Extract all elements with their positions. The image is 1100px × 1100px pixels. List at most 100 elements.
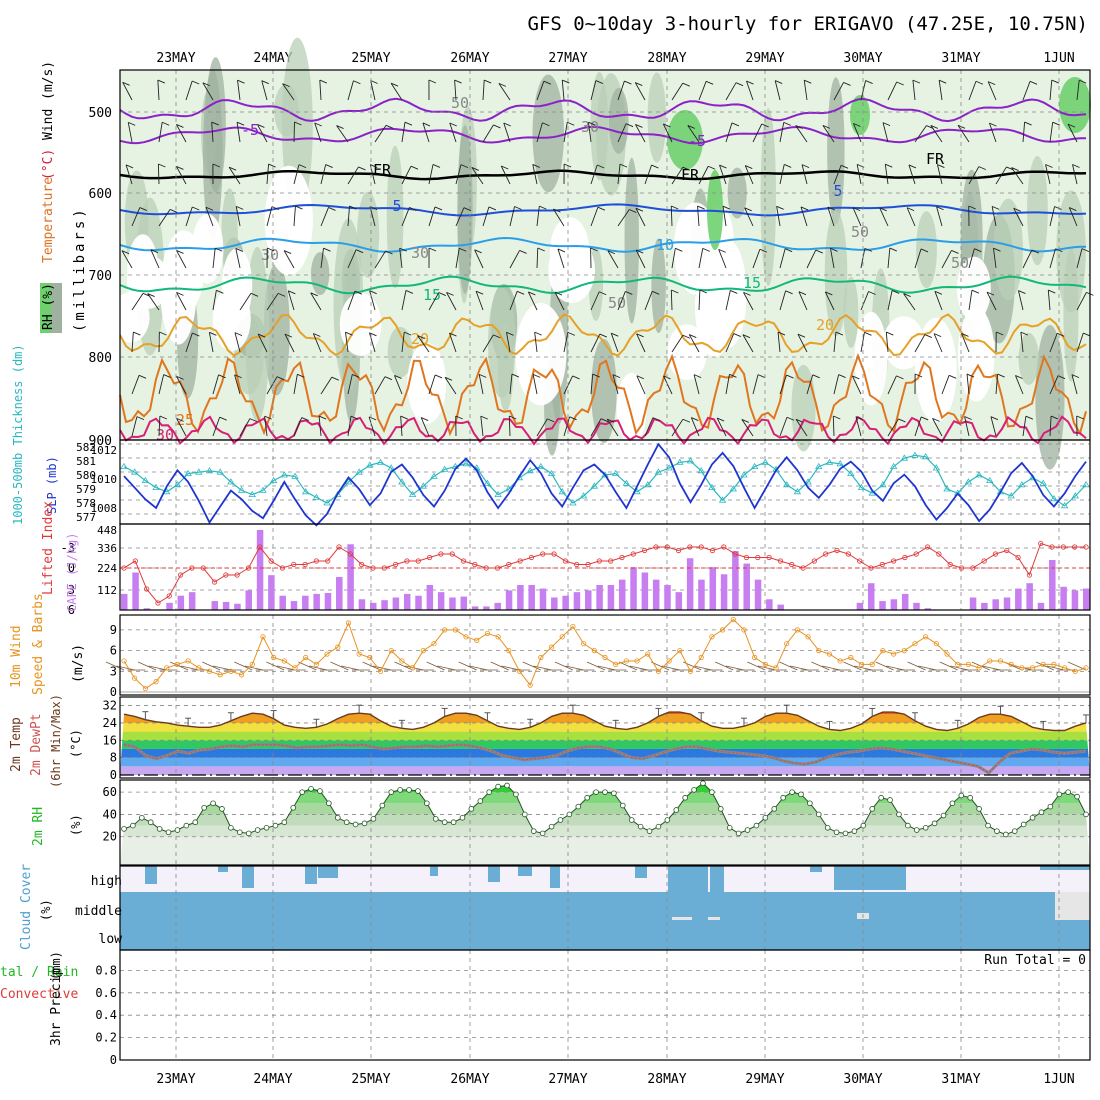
wind-barb-flag <box>625 290 633 295</box>
wind-barb <box>718 249 727 269</box>
wind-barb-flag <box>284 333 293 338</box>
wind-barb-flag <box>567 331 576 336</box>
lifted-line-point-85 <box>1083 544 1089 550</box>
wind-barb <box>774 80 781 101</box>
date-label-top-7: 30MAY <box>843 51 882 66</box>
wind-barb-flag <box>283 250 292 255</box>
wind-barb-flag <box>147 293 155 297</box>
wind-barb <box>986 291 997 311</box>
cloud-high-bar-1 <box>218 866 228 872</box>
wind-barb-flag <box>475 290 484 295</box>
wind-barb <box>420 417 430 437</box>
wind-barb <box>1076 80 1080 101</box>
lifted-line-point-8 <box>211 579 218 585</box>
date-label-top-0: 23MAY <box>156 51 195 66</box>
wind-speed-line-point-56 <box>719 627 726 633</box>
thickness-line-point-75 <box>921 453 930 460</box>
wind-barb-flag <box>438 292 446 296</box>
wind-speed-line-point-40 <box>548 644 555 650</box>
wind-speed-line-point-61 <box>773 665 779 671</box>
contour-label-18: 50 <box>451 94 469 112</box>
wind-barb <box>158 415 161 437</box>
wind-barb <box>454 80 457 101</box>
rh-point-13 <box>236 829 243 836</box>
rh-point-38 <box>459 814 466 821</box>
cape-bar-28 <box>437 592 445 610</box>
lifted-line-point-36 <box>528 554 535 561</box>
rh-clear-blob <box>667 324 708 380</box>
thickness-line-point-40 <box>547 469 556 477</box>
rh-point-63 <box>682 794 688 801</box>
thickness-line-point-21 <box>344 478 353 485</box>
wind-barb <box>879 207 889 227</box>
wind-barb <box>906 207 916 227</box>
wind-barb-flag <box>1050 415 1059 420</box>
lifted-line-point-74 <box>958 565 965 571</box>
rh-point-6 <box>174 827 181 833</box>
wind-barb <box>509 374 513 395</box>
rh-point-92 <box>940 812 947 819</box>
date-axis-bottom: 23MAY 24MAY 25MAY 26MAY 27MAY 28MAY 29MAY 30MAY… <box>156 1072 1074 1087</box>
temp-ytick-2: 16 <box>103 733 117 747</box>
cape-bar-69 <box>901 593 909 610</box>
thickness-line-point-41 <box>558 488 566 495</box>
wind-barb-flag <box>800 206 809 211</box>
rh-blob <box>651 238 666 334</box>
rh-point-67 <box>717 806 724 812</box>
isotherm-25 <box>119 352 1087 437</box>
wind-barb-flag <box>353 80 361 85</box>
cape-bar-11 <box>245 590 252 610</box>
wind-barb <box>401 207 410 227</box>
wind-barb-flag <box>159 415 168 420</box>
rh-point-73 <box>771 806 778 812</box>
wind-barb-flag <box>236 121 245 126</box>
wind-speed-line-point-59 <box>752 654 758 661</box>
wind-barb <box>347 206 350 227</box>
rh-point-106 <box>1065 789 1071 795</box>
wind-barb-flag <box>537 247 545 252</box>
cape-bar-31 <box>471 606 479 610</box>
wind-barb-flag <box>1057 332 1065 337</box>
wind-barb <box>617 291 626 311</box>
wind-speed-line-point-5 <box>174 661 181 668</box>
upper-air-panel: -5-5FRFRFR551015152020253030303050505050… <box>40 37 1094 470</box>
wind-barb-flag <box>879 207 887 212</box>
temperature-panel: 32 24 16 8 0 <box>103 696 1091 782</box>
date-label-bottom-3: 26MAY <box>450 1072 489 1087</box>
wind-barb <box>635 124 646 143</box>
rh-blob <box>497 323 514 412</box>
wind-barb <box>370 80 376 101</box>
wind-barb-flag <box>708 165 716 170</box>
wind-barb <box>176 292 187 311</box>
thickness-line-point-86 <box>1039 479 1047 486</box>
wind-barb <box>320 207 329 227</box>
wind-speed-line-point-11 <box>238 672 245 678</box>
wind-speed-line-point-69 <box>858 661 865 668</box>
wind-barb-10m-3 <box>137 661 157 671</box>
lifted-line-point-61 <box>811 558 817 564</box>
thickness-line-point-80 <box>975 471 983 478</box>
rh-point-91 <box>931 820 938 827</box>
wind-barb-flag <box>757 374 766 379</box>
rh-blob <box>357 191 380 278</box>
wind-barb-flag <box>786 374 794 379</box>
thickness-line-point-1 <box>130 468 139 475</box>
contour-label-1: -5 <box>688 132 706 150</box>
wind-barb-flag <box>277 292 286 297</box>
wind-barb-flag <box>128 121 136 126</box>
cloud-high-bar-5 <box>430 866 438 876</box>
cape-bar-82 <box>1049 560 1056 610</box>
wind-barb <box>455 248 460 269</box>
wind-barb-flag <box>827 206 835 211</box>
wind-barb-flag <box>250 292 259 297</box>
wind-barb <box>798 291 808 311</box>
wind-barb <box>822 125 835 143</box>
wind-barb <box>1013 208 1024 227</box>
wind-barb-flag <box>176 291 184 296</box>
isotherm-fr <box>119 169 1087 181</box>
wind-barb-flag <box>511 373 520 378</box>
slp-line <box>123 442 1087 527</box>
wind-speed-line-point-19 <box>324 651 330 657</box>
lifted-line-point-13 <box>268 558 274 564</box>
wind-speed-line-point-2 <box>142 685 148 692</box>
